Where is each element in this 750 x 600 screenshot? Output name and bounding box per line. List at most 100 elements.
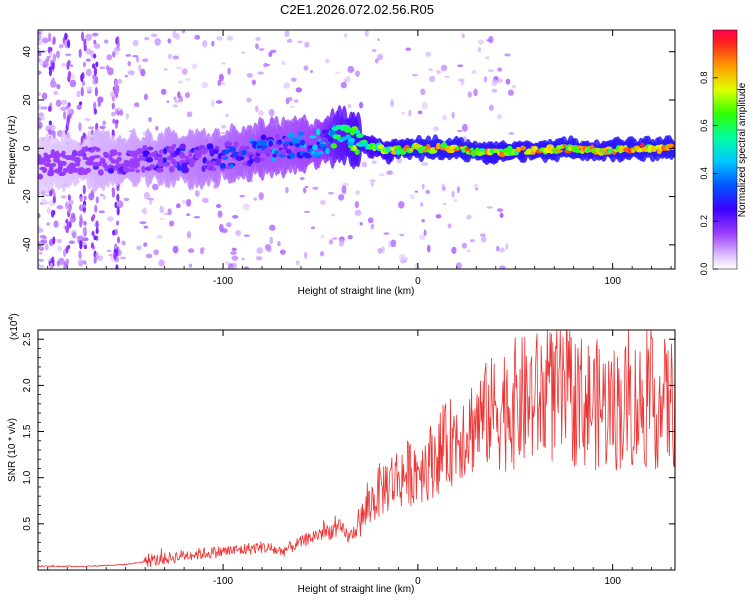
heatmap-ridge-cell <box>640 142 645 149</box>
heatmap-streak-cell <box>116 110 121 116</box>
heatmap-streak-cell <box>64 38 68 49</box>
heatmap-noise-cell <box>444 75 450 78</box>
heatmap-ridge-cell <box>57 164 63 171</box>
heatmap-noise-cell <box>421 183 425 190</box>
heatmap-noise-cell <box>331 213 335 217</box>
heatmap-ridge-cell <box>103 152 110 159</box>
heatmap-ridge-cell <box>574 149 581 154</box>
heatmap-noise-cell <box>264 243 271 251</box>
heatmap-noise-cell <box>377 247 383 254</box>
heatmap-noise-cell <box>85 58 91 62</box>
heatmap-streak-cell <box>95 227 99 235</box>
heatmap-noise-cell <box>263 62 268 68</box>
heatmap-noise-cell <box>469 239 475 243</box>
heatmap-noise-cell <box>371 224 375 227</box>
heatmap-noise-cell <box>44 194 51 197</box>
heatmap-noise-cell <box>398 201 405 209</box>
heatmap-noise-cell <box>102 194 106 201</box>
heatmap-noise-cell <box>504 53 511 57</box>
heatmap-ridge-cell <box>173 160 178 168</box>
heatmap-noise-cell <box>167 38 172 44</box>
heatmap-noise-cell <box>423 229 427 236</box>
heatmap-streak-cell <box>52 236 56 245</box>
heatmap-noise-cell <box>138 64 142 72</box>
heatmap-ridge-cell <box>142 144 148 152</box>
heatmap-ridge-cell <box>662 146 668 151</box>
heatmap-noise-cell <box>255 256 263 261</box>
heatmap-noise-cell <box>268 109 275 117</box>
heatmap-noise-cell <box>447 223 452 229</box>
heatmap-ridge-cell <box>240 156 245 161</box>
heatmap-noise-cell <box>328 239 334 245</box>
heatmap-noise-cell <box>60 195 67 199</box>
heatmap-streak-cell <box>113 244 118 250</box>
heatmap-ridge-cell <box>224 141 233 148</box>
heatmap-noise-cell <box>457 64 464 67</box>
heatmap-noise-cell <box>299 176 305 181</box>
heatmap-noise-cell <box>201 81 209 89</box>
heatmap-noise-cell <box>325 58 330 64</box>
heatmap-noise-cell <box>111 111 116 117</box>
heatmap-noise-cell <box>251 79 256 86</box>
heatmap-noise-cell <box>499 265 506 269</box>
heatmap-ridge-cell <box>211 166 217 172</box>
heatmap-ridge-cell <box>88 149 95 153</box>
heatmap-ridge-cell <box>274 133 281 139</box>
heatmap-streak-cell <box>48 66 52 71</box>
heatmap-noise-cell <box>53 90 59 95</box>
heatmap-noise-cell <box>186 111 193 118</box>
heatmap-noise-cell <box>475 187 479 191</box>
heatmap-noise-cell <box>419 234 426 241</box>
heatmap-noise-cell <box>38 227 44 233</box>
heatmap-noise-cell <box>499 247 505 253</box>
heatmap-ridge-cell <box>293 148 301 153</box>
heatmap-streak-cell <box>93 39 97 45</box>
heatmap-ridge-cell <box>93 161 99 167</box>
heatmap-noise-cell <box>304 251 308 259</box>
heatmap-noise-cell <box>361 161 368 168</box>
heatmap-streak-cell <box>66 61 70 71</box>
heatmap-noise-cell <box>194 34 201 40</box>
heatmap-noise-cell <box>38 31 42 35</box>
heatmap-ridge-cell <box>248 160 254 165</box>
heatmap-noise-cell <box>40 106 48 110</box>
heatmap-noise-cell <box>87 126 95 130</box>
heatmap-noise-cell <box>480 233 486 237</box>
heatmap-noise-cell <box>390 100 394 107</box>
heatmap-ridge-cell <box>188 153 193 157</box>
heatmap-streak-cell <box>112 229 116 236</box>
heatmap-ridge-cell <box>324 134 331 139</box>
heatmap-streak-cell <box>52 196 56 204</box>
heatmap-noise-cell <box>268 51 273 58</box>
spectrogram-x-label: Height of straight line (km) <box>298 286 415 297</box>
heatmap-noise-cell <box>327 191 334 195</box>
heatmap-streak-cell <box>93 53 97 59</box>
heatmap-noise-cell <box>211 99 215 108</box>
heatmap-streak-cell <box>91 230 95 237</box>
heatmap-noise-cell <box>85 33 92 42</box>
heatmap-noise-cell <box>38 104 43 111</box>
heatmap-noise-cell <box>269 236 274 245</box>
heatmap-streak-cell <box>48 128 52 135</box>
heatmap-ridge-cell <box>204 160 212 165</box>
heatmap-ridge-cell <box>377 144 385 150</box>
heatmap-streak-cell <box>79 217 83 226</box>
heatmap-noise-cell <box>125 113 129 120</box>
heatmap-noise-cell <box>150 33 158 38</box>
heatmap-ridge-cell <box>174 150 182 156</box>
heatmap-noise-cell <box>359 222 363 226</box>
heatmap-ridge-cell <box>135 169 140 173</box>
heatmap-ridge-cell <box>99 157 105 163</box>
heatmap-noise-cell <box>185 78 191 81</box>
heatmap-ridge-cell <box>128 168 135 172</box>
colorbar-tick-label: 0.2 <box>699 215 709 228</box>
heatmap-noise-cell <box>41 92 48 100</box>
snr-x-tick-label: 100 <box>604 576 621 587</box>
heatmap-noise-cell <box>473 88 478 97</box>
heatmap-noise-cell <box>499 212 504 218</box>
heatmap-noise-cell <box>187 248 195 253</box>
heatmap-noise-cell <box>461 33 465 39</box>
heatmap-noise-cell <box>335 71 341 74</box>
heatmap-noise-cell <box>441 186 446 191</box>
